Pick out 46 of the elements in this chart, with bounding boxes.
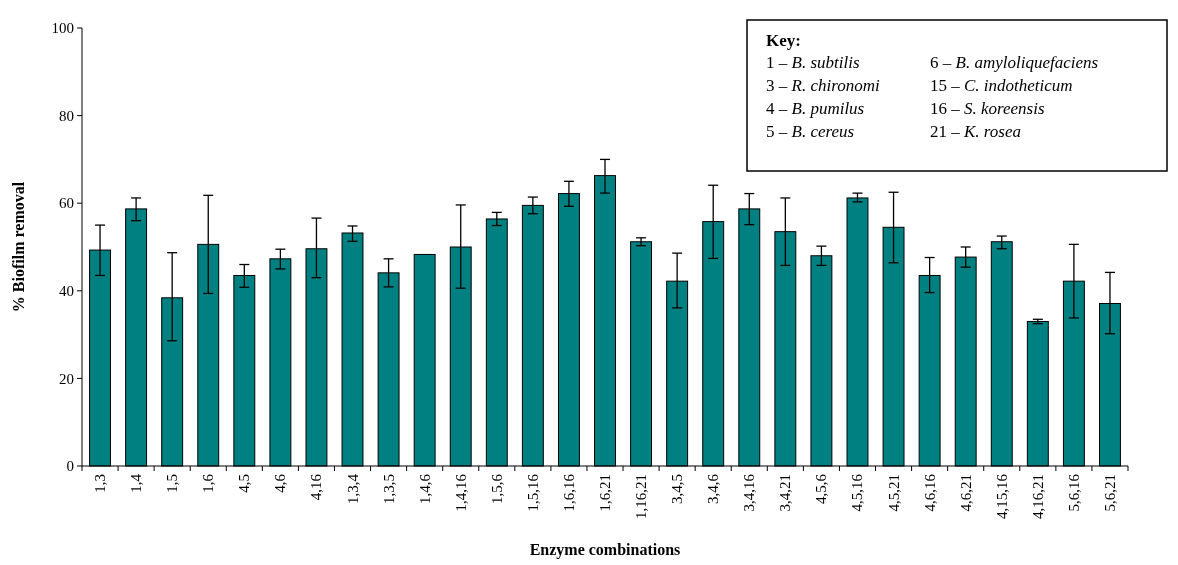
x-tick-label: 3,4,16 xyxy=(741,473,758,512)
x-tick-label: 5,6,21 xyxy=(1101,474,1118,512)
x-tick-label: 1,4,16 xyxy=(452,473,469,512)
annotation: 21 – K. rosea xyxy=(930,122,1021,141)
x-tick-label: 1,5,6 xyxy=(488,473,505,504)
x-tick-label: 3,4,21 xyxy=(777,474,794,512)
annotation: 15 – C. indotheticum xyxy=(930,76,1073,95)
x-axis-title: Enzyme combinations xyxy=(529,541,681,559)
y-tick-label: 0 xyxy=(66,458,74,475)
x-tick-label: 4,6,16 xyxy=(921,473,938,512)
y-tick-label: 100 xyxy=(51,20,74,37)
annotation: Key: xyxy=(766,31,801,50)
annotation: 3 – R. chironomi xyxy=(766,76,880,95)
y-tick-label: 80 xyxy=(59,107,74,124)
x-tick-label: 1,3,4 xyxy=(344,473,361,504)
annotation: 1 – B. subtilis xyxy=(766,53,860,72)
x-tick-label: 4,5 xyxy=(236,474,253,493)
x-tick-label: 1,6,16 xyxy=(560,473,577,512)
x-tick-label: 4,6 xyxy=(272,473,289,493)
annotation: 5 – B. cereus xyxy=(766,122,855,141)
y-axis-title: % Biofilm removal xyxy=(10,181,27,313)
x-tick-label: 1,6 xyxy=(200,473,217,493)
y-tick-label: 20 xyxy=(59,370,74,387)
x-tick-label: 4,15,16 xyxy=(993,473,1010,519)
y-tick-label: 40 xyxy=(59,283,74,300)
annotation: 6 – B. amyloliquefaciens xyxy=(930,53,1099,72)
x-tick-label: 1,5 xyxy=(164,474,181,493)
annotation: 16 – S. koreensis xyxy=(930,99,1045,118)
x-tick-label: 4,5,16 xyxy=(849,473,866,512)
x-tick-label: 4,5,21 xyxy=(885,474,902,512)
annotation: 4 – B. pumilus xyxy=(766,99,865,118)
x-tick-label: 1,6,21 xyxy=(597,474,613,512)
x-tick-label: 5,6,16 xyxy=(1065,473,1082,512)
x-tick-label: 1,3 xyxy=(92,474,109,493)
x-tick-label: 1,4,6 xyxy=(416,473,433,504)
x-tick-label: 1,3,5 xyxy=(380,474,397,504)
x-tick-label: 1,16,21 xyxy=(633,474,650,519)
x-tick-label: 3,4,5 xyxy=(669,474,686,504)
x-tick-label: 4,6,21 xyxy=(957,474,974,512)
x-tick-label: 3,4,6 xyxy=(705,473,722,504)
x-tick-label: 1,5,16 xyxy=(524,473,541,512)
x-tick-label: 4,16 xyxy=(308,473,325,501)
x-tick-label: 4,5,6 xyxy=(813,473,830,504)
x-tick-label: 1,4 xyxy=(128,473,145,493)
x-tick-label: 4,16,21 xyxy=(1029,474,1046,519)
y-tick-label: 60 xyxy=(59,195,74,212)
